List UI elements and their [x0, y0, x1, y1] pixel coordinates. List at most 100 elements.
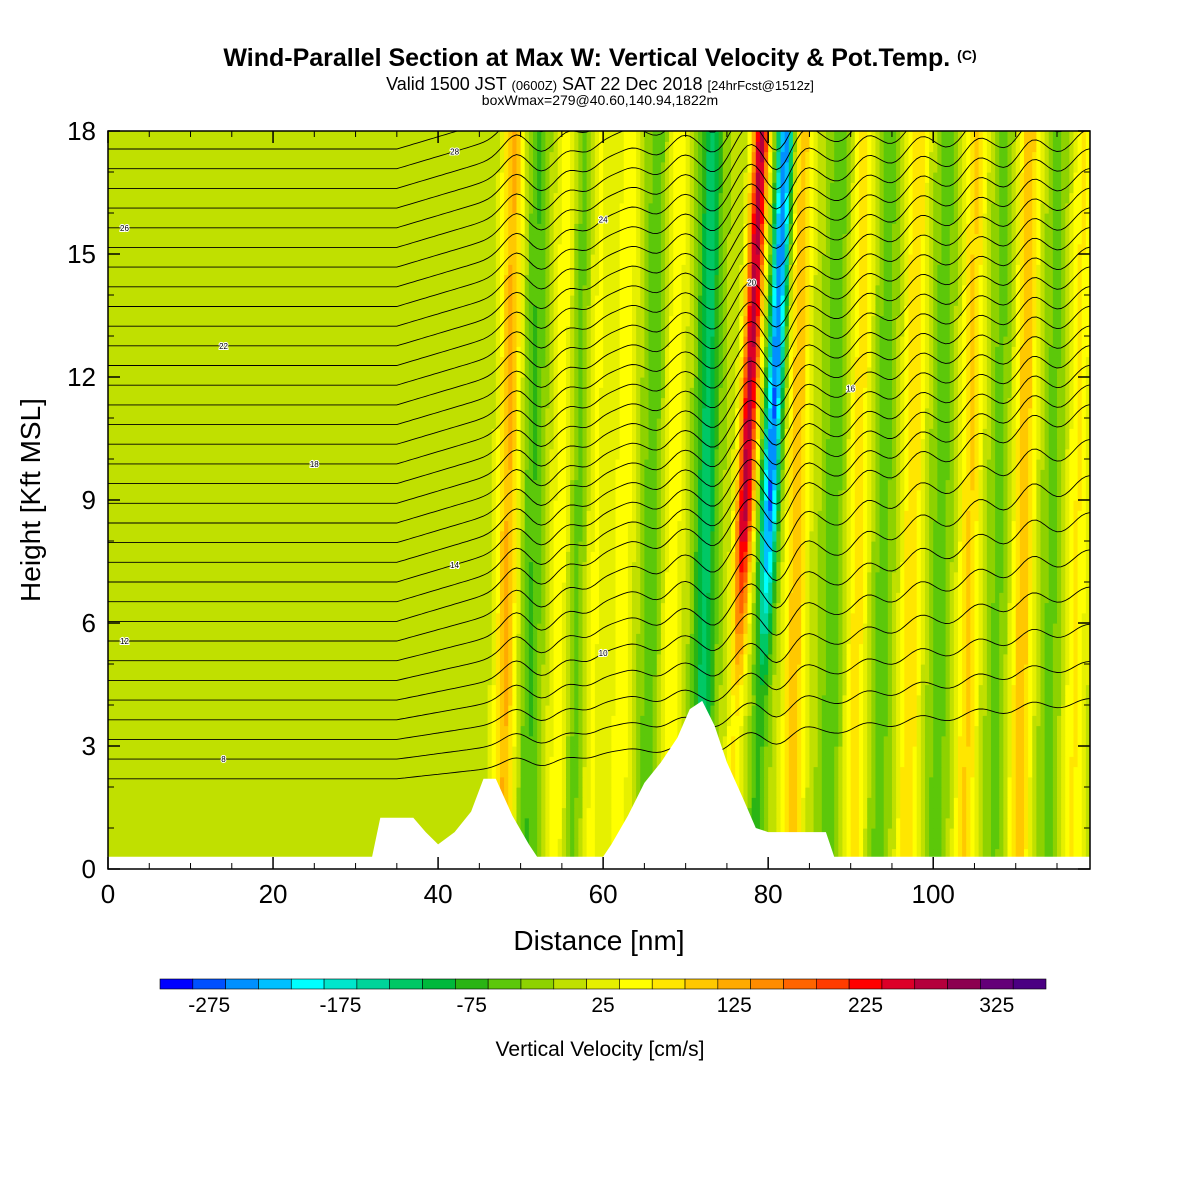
colorbar-swatch — [881, 978, 916, 990]
colorbar-swatch — [651, 978, 686, 990]
colorbar-swatch — [487, 978, 522, 990]
theta-contour-line — [108, 623, 1090, 740]
colorbar-tick-label: 125 — [717, 994, 752, 1017]
x-tick-label: 40 — [424, 879, 453, 909]
theta-contour-label: 24 — [599, 216, 608, 225]
colorbar: -275 -175 -75 25 125 225 325 — [159, 978, 1047, 1017]
colorbar-swatch — [914, 978, 948, 990]
chart-title: Wind-Parallel Section at Max W: Vertical… — [223, 44, 977, 72]
theta-contour-line — [108, 148, 1090, 366]
x-tick-label: 0 — [101, 879, 115, 909]
colorbar-swatch — [520, 978, 555, 990]
x-tick-label: 100 — [912, 879, 955, 909]
axes: 0 20 40 60 80 100 0 3 6 9 12 15 18 Distance [nm] Heigh… — [15, 116, 1090, 956]
theta-contour-line — [108, 187, 1090, 406]
theta-contour-line — [108, 131, 718, 209]
theta-contour-line — [108, 404, 1090, 622]
colorbar-swatch — [455, 978, 489, 990]
theta-contour-label: 14 — [450, 561, 459, 570]
theta-contour-line — [108, 131, 792, 248]
y-tick-label: 9 — [82, 485, 96, 515]
theta-contour-line — [108, 438, 1090, 642]
theta-contour-label: 16 — [846, 385, 855, 394]
colorbar-swatch — [553, 978, 587, 990]
theta-contour-label: 28 — [450, 147, 459, 156]
colorbar-label: Vertical Velocity [cm/s] — [495, 1038, 705, 1061]
theta-contour-line — [108, 549, 1090, 701]
theta-contour-line — [108, 131, 1086, 347]
colorbar-swatch — [717, 978, 751, 990]
theta-contour-line — [108, 364, 1090, 583]
theta-contours — [108, 131, 1090, 780]
colorbar-swatch — [783, 978, 817, 990]
theta-contour-label: 18 — [310, 460, 319, 469]
y-tick-label: 12 — [67, 362, 96, 392]
colorbar-tick-label: -75 — [457, 994, 487, 1017]
colorbar-swatch — [815, 978, 850, 990]
colorbar-swatch — [619, 978, 653, 990]
theta-contour-line — [108, 266, 1090, 485]
theta-contour-line — [108, 131, 907, 288]
colorbar-swatch — [258, 978, 292, 990]
theta-contour-line — [108, 167, 1090, 386]
y-tick-label: 18 — [67, 116, 96, 146]
colorbar-swatch — [684, 978, 719, 990]
colorbar-swatch — [848, 978, 883, 990]
theta-contour-line — [108, 285, 1090, 504]
theta-contour-label: 26 — [120, 224, 129, 233]
theta-contour-line — [108, 131, 459, 150]
y-tick-label: 0 — [82, 854, 96, 884]
x-tick-label: 60 — [589, 879, 618, 909]
theta-contour-line — [108, 131, 546, 170]
y-tick-label: 6 — [82, 608, 96, 638]
chart-subtitle: Valid 1500 JST (0600Z) SAT 22 Dec 2018 [… — [386, 74, 814, 94]
theta-contour-line — [108, 384, 1090, 603]
colorbar-tick-label: -275 — [188, 994, 230, 1017]
y-tick-label: 3 — [82, 731, 96, 761]
colorbar-swatch — [586, 978, 620, 990]
colorbar-tick-label: -175 — [319, 994, 361, 1017]
theta-contour-line — [108, 131, 732, 229]
theta-contour-labels: 8 10 12 14 16 18 20 22 24 26 28 — [119, 146, 857, 765]
theta-contour-label: 20 — [747, 278, 756, 287]
colorbar-swatch — [356, 978, 391, 990]
theta-contour-label: 10 — [599, 649, 608, 658]
theta-contour-line — [108, 475, 1090, 662]
colorbar-swatch — [750, 978, 784, 990]
colorbar-swatch — [323, 978, 358, 990]
theta-contour-line — [108, 325, 1090, 544]
colorbar-swatch — [947, 978, 981, 990]
boxwmax-text: boxWmax=279@40.60,140.94,1822m — [481, 92, 719, 108]
theta-contour-line — [108, 345, 1090, 563]
theta-contour-line — [108, 660, 1090, 760]
theta-contour-line — [108, 131, 853, 268]
colorbar-swatch — [422, 978, 456, 990]
y-tick-label: 15 — [67, 239, 96, 269]
colorbar-swatch — [1012, 978, 1047, 990]
theta-contour-label: 8 — [221, 755, 226, 764]
colorbar-swatch — [389, 978, 423, 990]
colorbar-tick-label: 225 — [848, 994, 883, 1017]
y-axis-label: Height [Kft MSL] — [15, 398, 46, 602]
colorbar-swatch — [192, 978, 226, 990]
theta-contour-line — [108, 586, 1090, 721]
colorbar-swatch — [159, 978, 194, 990]
theta-contour-line — [108, 207, 1090, 426]
theta-contour-label: 12 — [120, 637, 129, 646]
colorbar-swatch — [290, 978, 325, 990]
x-axis-label: Distance [nm] — [513, 925, 684, 956]
theta-contour-line — [108, 512, 1090, 681]
theta-contour-line — [108, 131, 591, 189]
x-tick-label: 80 — [754, 879, 783, 909]
theta-contour-line — [108, 698, 1090, 780]
theta-contour-line — [108, 305, 1090, 524]
theta-contour-label: 22 — [219, 342, 228, 351]
theta-contour-line — [108, 226, 1090, 445]
colorbar-swatch — [225, 978, 259, 990]
theta-contour-line — [108, 246, 1090, 465]
x-tick-label: 20 — [259, 879, 288, 909]
colorbar-tick-label: 25 — [591, 994, 614, 1017]
colorbar-swatch — [980, 978, 1014, 990]
theta-contour-line — [108, 131, 1063, 327]
